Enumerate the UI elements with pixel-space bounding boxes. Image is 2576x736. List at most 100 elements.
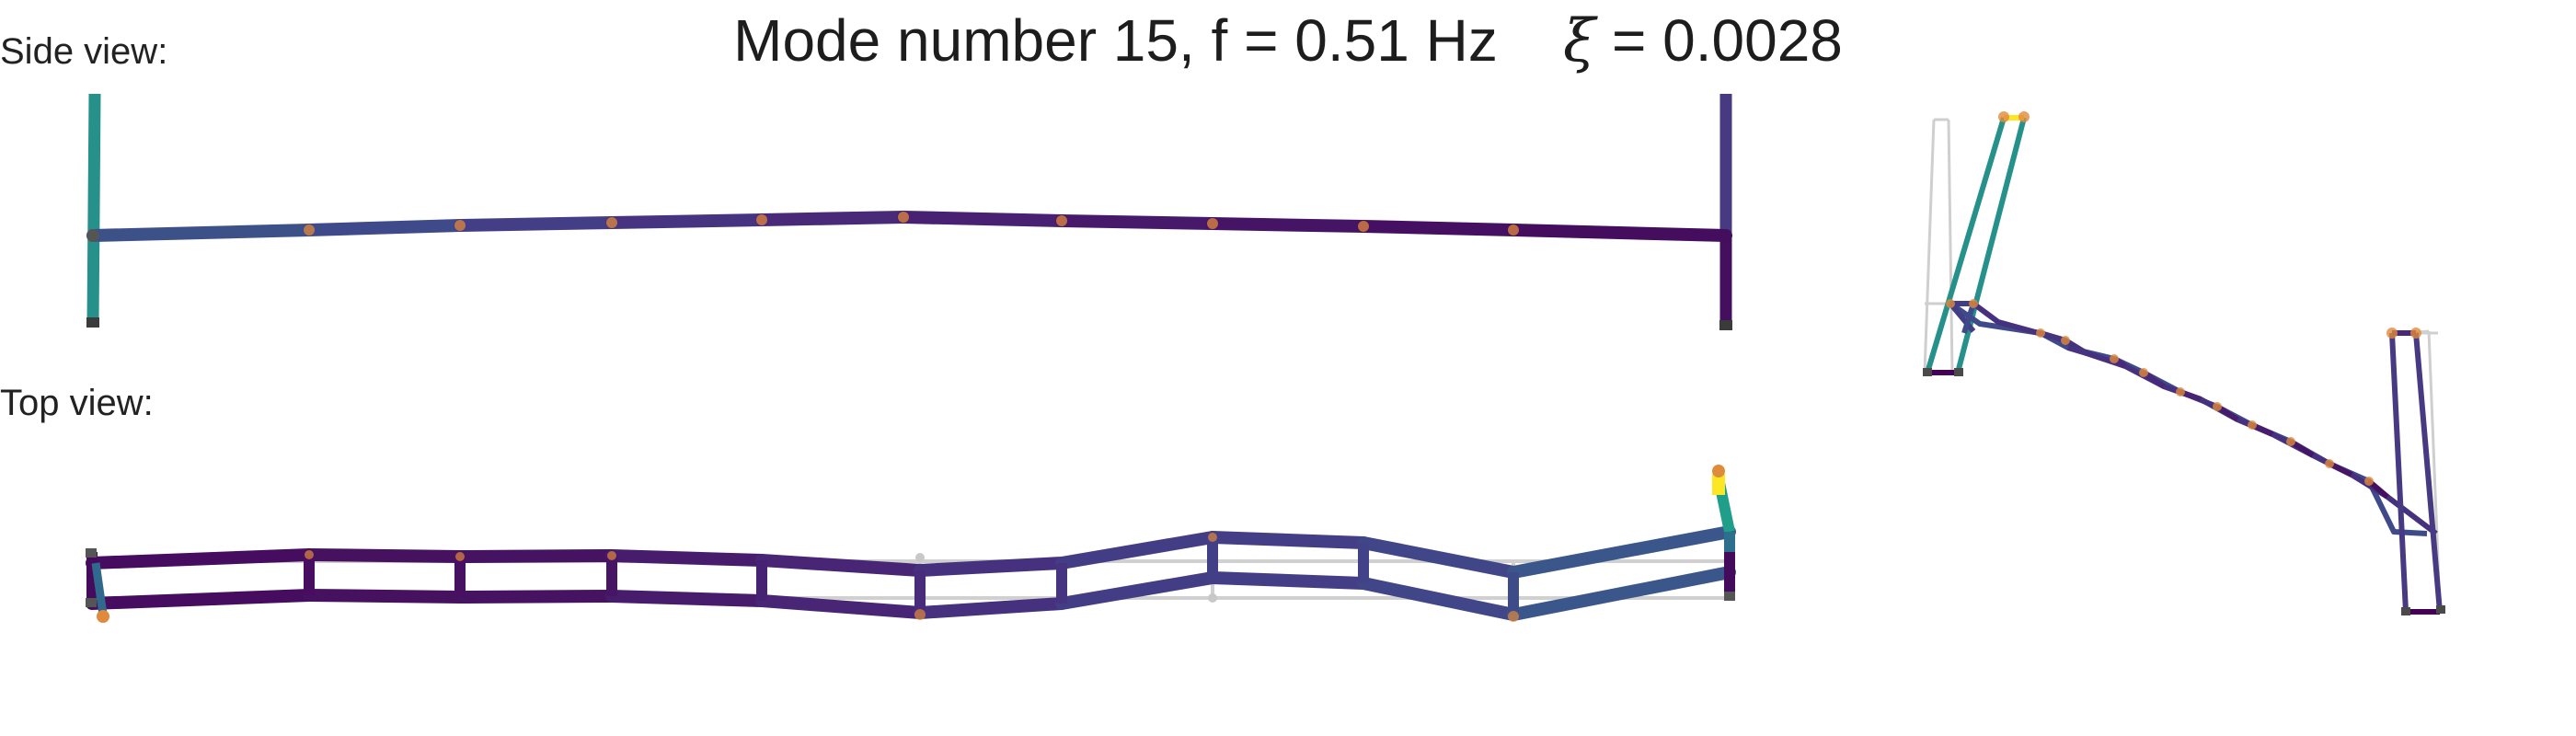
iso-node [2410,328,2421,339]
top-left-support [86,548,97,558]
iso-node [2248,420,2257,430]
damping-value: = 0.0028 [1595,7,1843,74]
top-lower-chord-segment [454,590,618,604]
top-lower-chord-segment [86,589,316,610]
iso-support [2401,607,2410,615]
top-deformed-chords [86,525,1736,621]
top-node [1508,611,1519,622]
top-right-node [1712,465,1725,477]
top-left-support [86,598,97,607]
iso-node [2110,354,2119,363]
top-left-end [86,548,109,623]
iso-node [2386,328,2398,339]
iso-node [1946,299,1955,308]
iso-left-tower-leg [1955,117,2027,374]
iso-deck-rung [1948,302,1976,333]
side-deck-segment [755,211,910,226]
iso-right-tower [2389,330,2443,615]
top-view-panel [86,465,1736,623]
side-view-label: Side view: [0,31,168,72]
top-view-label: Top view: [0,383,154,423]
top-lower-chord-segment [1206,571,1370,590]
side-deck-segment [1055,214,1219,230]
top-right-end [1712,465,1735,601]
iso-left-tower-leg [1925,117,2007,374]
top-left-tower-leg [91,562,108,615]
side-deck-segment [454,216,618,232]
iso-node [2176,387,2185,397]
side-deck [86,211,1732,242]
side-left-tower [86,93,101,325]
top-right-support [1724,592,1735,601]
side-deck-segment [1206,217,1370,233]
iso-supports [1923,368,2445,615]
top-upper-chord-segment [1357,536,1520,579]
damping-symbol: ξ [1562,7,1596,75]
iso-deck-chord [1972,301,2438,536]
iso-right-tower-leg [2413,332,2443,613]
iso-node [2325,459,2334,468]
top-upper-chord-segment [1206,531,1370,549]
side-view-panel [86,93,1732,330]
figure-title: Mode number 15, f = 0.51 Hz ξ = 0.0028 [0,6,2576,77]
top-upper-chord-segment [914,557,1068,577]
iso-left-tower [1925,117,2027,374]
iso-node [1969,299,1978,308]
top-lower-chord-segment [1357,577,1520,621]
top-upper-chord-segment [755,554,926,577]
top-undeformed-node [1208,593,1217,603]
top-node [305,550,314,559]
side-right-support [1719,320,1732,330]
side-left-joint [86,229,99,242]
side-deck-segment [86,224,316,242]
iso-node [2036,328,2045,338]
side-node [756,214,767,225]
top-lower-chord-segment [1507,566,1736,621]
top-upper-chord-segment [86,548,316,569]
iso-node [1998,111,2009,122]
side-node [898,212,909,223]
iso-node [2364,477,2374,486]
iso-deck-rung [1961,303,1976,334]
side-node [1358,221,1369,232]
side-nodes [304,212,1519,236]
iso-view-panel [1923,111,2445,615]
top-upper-chord-segment [303,548,466,563]
top-rungs [304,537,1519,615]
side-node [606,217,617,228]
side-node [1207,218,1218,229]
iso-node [2061,336,2070,345]
iso-node [2286,437,2295,446]
side-node [304,224,315,236]
top-upper-chord-segment [454,549,618,563]
iso-node [2139,368,2148,377]
top-lower-chord-segment [1055,571,1219,610]
iso-node [2018,111,2030,122]
side-left-support [86,317,99,328]
top-lower-chord-segment [605,590,768,607]
side-node [1056,215,1067,226]
side-deck-segment [1507,224,1732,242]
top-left-node [97,610,109,623]
side-node [454,220,466,231]
top-upper-chord-segment [1507,525,1736,579]
top-node [914,609,926,620]
iso-support [2436,605,2445,614]
top-upper-chord-segment [605,549,768,567]
top-node [455,552,465,561]
top-lower-chord-segment [303,589,466,604]
iso-nodes [1946,111,2421,486]
iso-node [2213,402,2222,411]
iso-deck-rung [2067,345,2087,356]
side-node [1508,224,1519,236]
top-lower-chord-segment [755,594,926,619]
side-deck-segment [1357,220,1520,236]
iso-deck [1948,301,2438,536]
top-lower-chord-segment [914,597,1068,619]
iso-support [1923,368,1932,376]
iso-deck-chord [1949,301,2428,536]
top-node [607,551,616,560]
iso-support [1954,368,1963,376]
